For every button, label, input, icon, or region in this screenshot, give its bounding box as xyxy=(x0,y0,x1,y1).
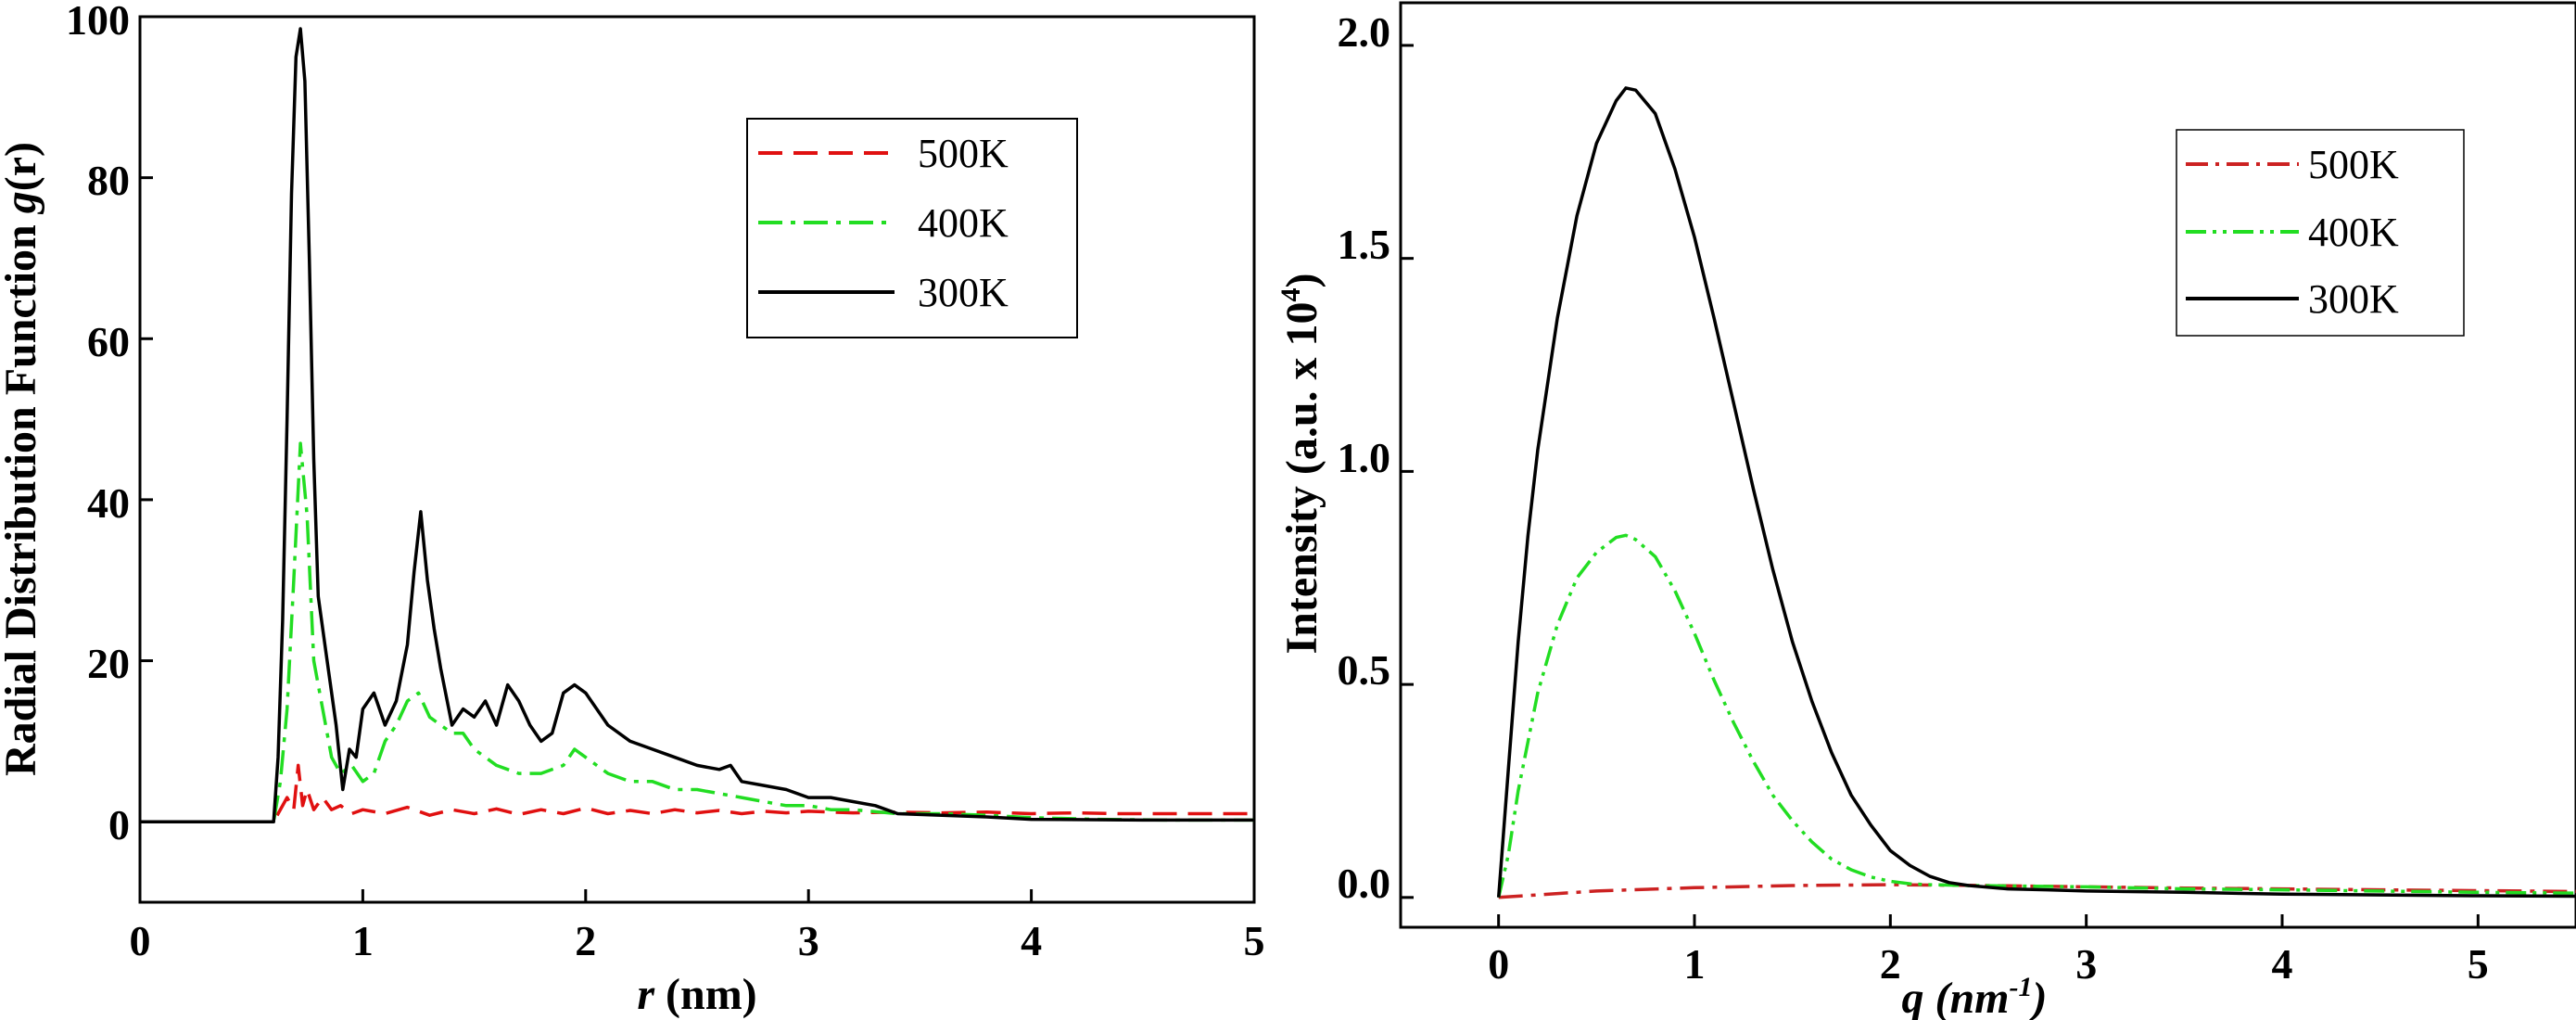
rdf-legend-label-400K: 400K xyxy=(918,200,1009,246)
scattering-legend-label-400K: 400K xyxy=(2308,210,2399,255)
rdf-legend-label-300K: 300K xyxy=(918,270,1009,315)
rdf-x-tick-label: 0 xyxy=(130,917,151,964)
rdf-series-300K xyxy=(140,27,1254,823)
rdf-x-axis-title: r (nm) xyxy=(637,970,756,1019)
scattering-x-axis-title: q (nm-1) xyxy=(1902,972,2048,1020)
scattering-chart: 0 1 2 3 4 5 0.0 0.5 1.0 1.5 2.0 q (nm-1)… xyxy=(1275,1,2576,1020)
scattering-x-tick-label: 3 xyxy=(2075,940,2097,988)
scattering-y-tick-label: 1.0 xyxy=(1338,434,1391,481)
scattering-legend-label-300K: 300K xyxy=(2308,276,2399,322)
scattering-y-tick-label: 0.0 xyxy=(1338,860,1391,907)
scattering-y-axis-title: Intensity (a.u. x 104) xyxy=(1275,273,1326,654)
rdf-series-group xyxy=(140,27,1254,823)
rdf-legend-label-500K: 500K xyxy=(918,131,1009,176)
rdf-series-400K xyxy=(140,441,1254,823)
rdf-chart: 0 1 2 3 4 5 0 20 40 60 80 100 r (nm) Rad… xyxy=(0,0,1265,1019)
rdf-y-tick-label: 0 xyxy=(108,801,130,848)
scattering-series-group xyxy=(1496,86,2576,899)
scattering-series-300K xyxy=(1496,86,2576,899)
scattering-axis-ticks xyxy=(1401,44,2480,927)
rdf-x-tick-label: 4 xyxy=(1021,917,1042,964)
scattering-legend: 500K 400K 300K xyxy=(2176,129,2465,337)
rdf-plot-frame xyxy=(138,15,1256,904)
scattering-x-tick-label: 5 xyxy=(2468,940,2489,988)
rdf-y-tick-label: 100 xyxy=(66,0,130,44)
rdf-y-tick-label: 20 xyxy=(87,640,130,687)
scattering-series-500K xyxy=(1498,883,2576,899)
scattering-x-tick-label: 1 xyxy=(1684,940,1706,988)
scattering-plot-frame xyxy=(1399,1,2576,929)
rdf-x-tick-label: 2 xyxy=(575,917,596,964)
scattering-legend-label-500K: 500K xyxy=(2308,142,2399,187)
rdf-y-axis-title: Radial Distribution Function g(r) xyxy=(0,142,45,776)
rdf-y-tick-label: 60 xyxy=(87,318,130,365)
rdf-x-tick-label: 5 xyxy=(1244,917,1265,964)
scattering-series-400K xyxy=(1496,533,2576,899)
rdf-y-tick-label: 40 xyxy=(87,479,130,527)
rdf-x-tick-label: 3 xyxy=(798,917,819,964)
rdf-series-500K xyxy=(140,763,1254,823)
rdf-axis-ticks xyxy=(138,15,1256,902)
scattering-y-tick-label: 1.5 xyxy=(1338,221,1391,268)
rdf-legend: 500K 400K 300K xyxy=(746,118,1078,338)
scattering-y-tick-label: 0.5 xyxy=(1338,646,1391,694)
rdf-legend-box xyxy=(746,118,1078,338)
rdf-x-tick-label: 1 xyxy=(352,917,374,964)
scattering-x-tick-label: 4 xyxy=(2272,940,2293,988)
scattering-y-tick-label: 2.0 xyxy=(1338,8,1391,56)
scattering-x-tick-label: 0 xyxy=(1488,940,1509,988)
rdf-y-tick-label: 80 xyxy=(87,157,130,204)
scattering-x-tick-label: 2 xyxy=(1880,940,1901,988)
